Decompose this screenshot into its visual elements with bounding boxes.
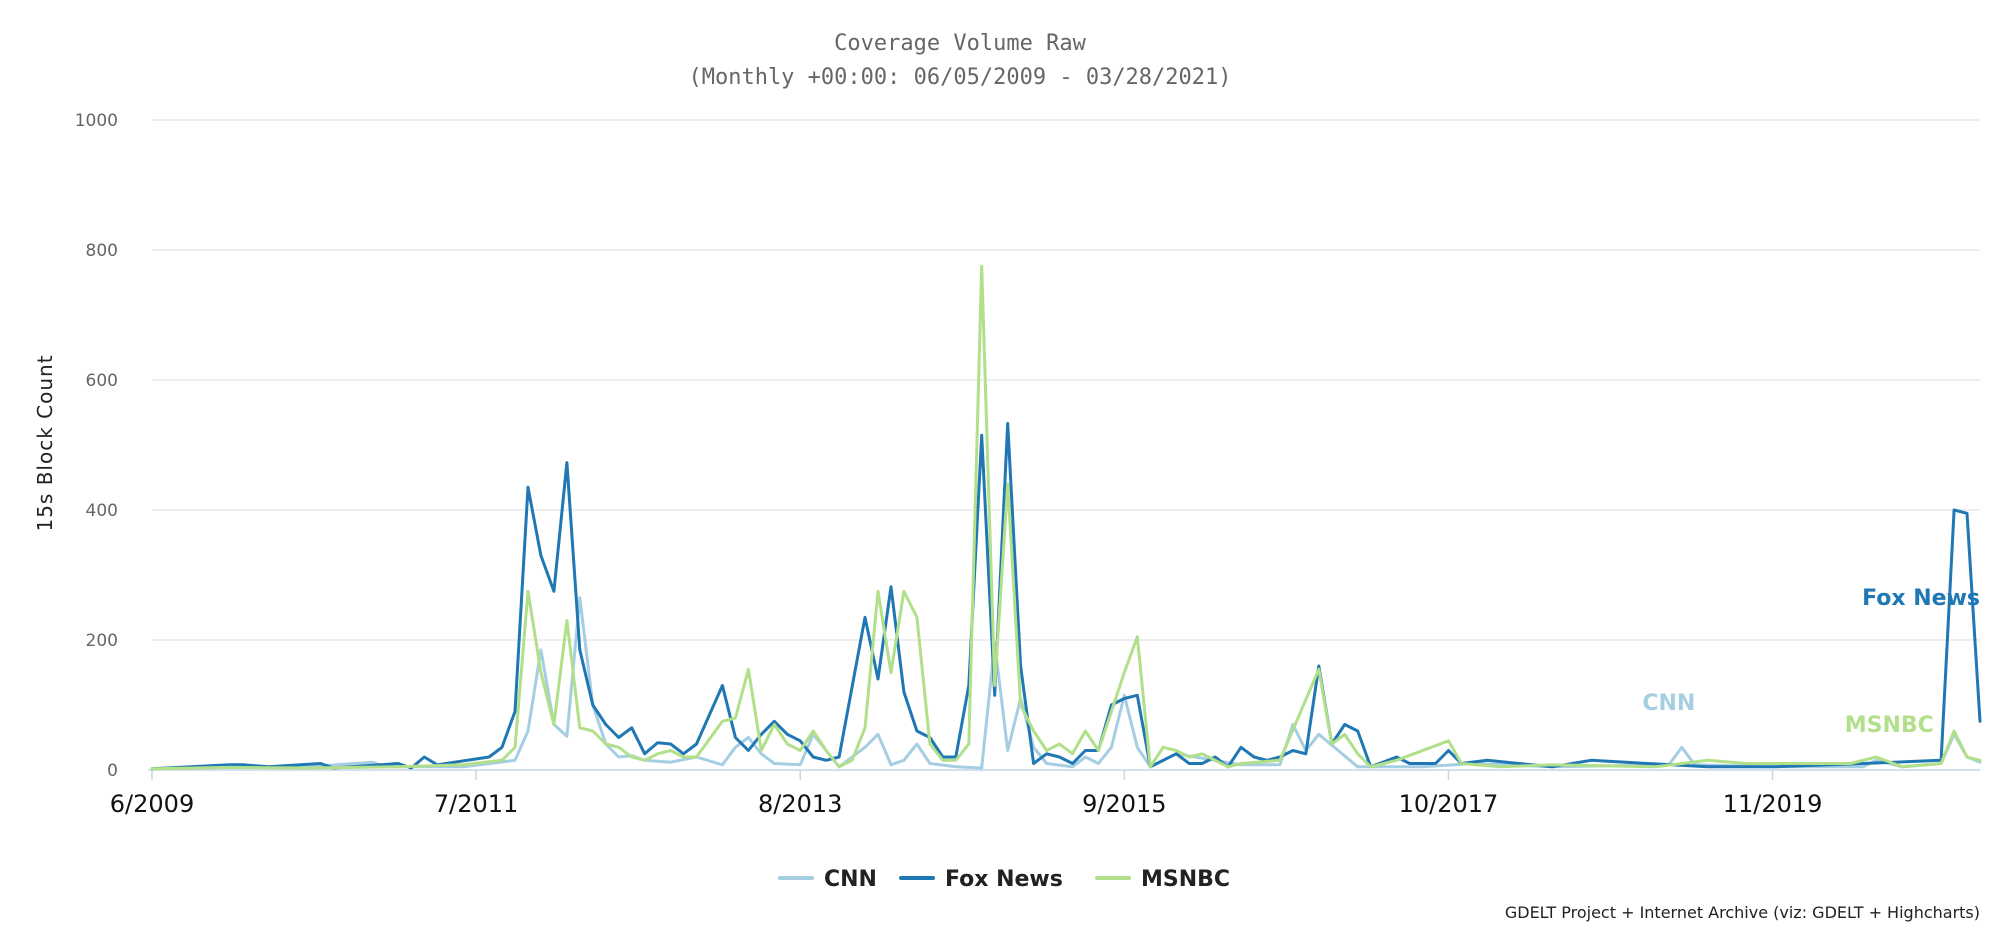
- x-tick-label: 11/2019: [1723, 790, 1823, 818]
- legend-label: Fox News: [945, 867, 1063, 892]
- y-tick-label: 200: [86, 631, 118, 651]
- y-tick-label: 400: [86, 501, 118, 521]
- series-line-msnbc: [150, 264, 1982, 771]
- y-tick-label: 1000: [75, 111, 118, 131]
- y-axis-ticks: 0 200 400 600 800 1000: [75, 111, 118, 781]
- chart-subtitle: (Monthly +00:00: 06/05/2009 - 03/28/2021…: [688, 65, 1231, 90]
- y-tick-label: 800: [86, 241, 118, 261]
- legend-item-cnn[interactable]: CNN: [778, 867, 877, 892]
- x-axis: 6/2009 7/2011 8/2013 9/2015 10/2017 11/2019: [110, 769, 1980, 818]
- series-line-fox-news: [150, 422, 1982, 771]
- legend-item-msnbc[interactable]: MSNBC: [1095, 867, 1230, 892]
- x-tick-label: 9/2015: [1082, 790, 1166, 818]
- chart-title: Coverage Volume Raw: [834, 31, 1086, 56]
- legend[interactable]: CNN Fox News MSNBC: [778, 867, 1230, 892]
- x-tick-label: 6/2009: [110, 790, 194, 818]
- gridlines: [152, 119, 1980, 641]
- credits[interactable]: GDELT Project + Internet Archive (viz: G…: [1505, 903, 1980, 922]
- series-label-fox-news: Fox News: [1862, 586, 1980, 611]
- legend-label: MSNBC: [1141, 867, 1230, 892]
- series-line-cnn: [150, 596, 1982, 771]
- legend-label: CNN: [824, 867, 877, 892]
- legend-item-fox-news[interactable]: Fox News: [899, 867, 1063, 892]
- series-labels: CNN Fox News MSNBC: [1642, 586, 1980, 738]
- series-label-msnbc: MSNBC: [1845, 713, 1934, 738]
- x-tick-label: 10/2017: [1399, 790, 1499, 818]
- x-tick-label: 7/2011: [434, 790, 518, 818]
- y-tick-label: 600: [86, 371, 118, 391]
- series-label-cnn: CNN: [1642, 691, 1695, 716]
- y-axis-label: 15s Block Count: [33, 354, 57, 531]
- series-lines: [150, 264, 1982, 771]
- y-tick-label: 0: [107, 761, 118, 781]
- x-tick-label: 8/2013: [758, 790, 842, 818]
